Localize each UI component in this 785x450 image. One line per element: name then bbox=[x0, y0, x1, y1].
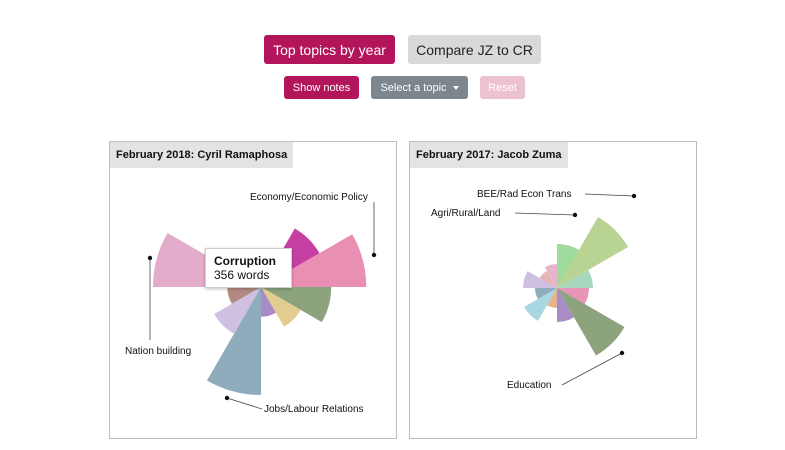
panel-title: February 2018: Cyril Ramaphosa bbox=[110, 142, 294, 168]
reset-button[interactable]: Reset bbox=[480, 76, 525, 99]
top-topics-by-year-button[interactable]: Top topics by year bbox=[264, 35, 395, 64]
topic-wedge[interactable] bbox=[524, 288, 557, 321]
chart-annotations: Economy/Economic Policy Nation building … bbox=[125, 192, 377, 415]
annotation-dot bbox=[371, 252, 377, 258]
annotation-dot bbox=[631, 193, 637, 199]
annotation-leader-line bbox=[584, 193, 635, 197]
chart-annotations: BEE/Rad Econ Trans Agri/Rural/Land Educa… bbox=[431, 189, 637, 391]
topic-wedge[interactable] bbox=[207, 287, 261, 395]
label-education: Education bbox=[507, 380, 551, 391]
compare-jz-to-cr-button[interactable]: Compare JZ to CR bbox=[408, 35, 541, 64]
tooltip-title: Corruption bbox=[214, 254, 276, 268]
select-topic-dropdown[interactable]: Select a topic bbox=[371, 76, 468, 99]
annotation-leader-line bbox=[226, 397, 263, 410]
annotation-leader-line bbox=[514, 212, 576, 216]
tooltip: Corruption 356 words bbox=[205, 248, 292, 288]
topic-wedge[interactable] bbox=[214, 287, 261, 334]
topic-wedge[interactable] bbox=[547, 288, 557, 308]
chart-panel-ramaphosa: February 2018: Cyril Ramaphosa Economy/E… bbox=[109, 141, 397, 439]
show-notes-button[interactable]: Show notes bbox=[284, 76, 359, 99]
label-jobs-labour: Jobs/Labour Relations bbox=[264, 404, 364, 415]
select-topic-label: Select a topic bbox=[380, 81, 447, 94]
chart-panel-zuma: February 2017: Jacob Zuma BEE/Rad Econ T… bbox=[409, 141, 697, 439]
topic-wedge[interactable] bbox=[227, 287, 261, 304]
annotation-dot bbox=[572, 212, 578, 218]
topic-wedge[interactable] bbox=[261, 287, 276, 317]
label-agri: Agri/Rural/Land bbox=[431, 208, 500, 219]
annotation-dot bbox=[619, 350, 625, 356]
topic-wedge[interactable] bbox=[557, 288, 625, 356]
topic-wedge[interactable] bbox=[557, 270, 593, 288]
topic-wedge[interactable] bbox=[557, 288, 574, 322]
topic-wedge[interactable] bbox=[534, 288, 557, 299]
polar-area-chart-zuma: BEE/Rad Econ Trans Agri/Rural/Land Educa… bbox=[431, 189, 637, 391]
topic-wedge[interactable] bbox=[557, 244, 579, 288]
topic-wedge[interactable] bbox=[557, 288, 589, 304]
topic-wedge[interactable] bbox=[557, 217, 628, 288]
panel-title: February 2017: Jacob Zuma bbox=[410, 142, 568, 168]
annotation-dot bbox=[224, 395, 230, 401]
label-bee: BEE/Rad Econ Trans bbox=[477, 189, 572, 200]
topic-wedge[interactable] bbox=[261, 287, 332, 323]
label-nation-building: Nation building bbox=[125, 346, 191, 357]
annotation-dot bbox=[147, 255, 153, 261]
topic-wedge[interactable] bbox=[523, 271, 557, 288]
tooltip-value: 356 words bbox=[214, 268, 270, 282]
label-economy: Economy/Economic Policy bbox=[250, 192, 368, 203]
topic-wedge[interactable] bbox=[545, 264, 557, 288]
topic-wedge[interactable] bbox=[261, 287, 301, 327]
caret-down-icon bbox=[452, 85, 459, 90]
topic-wedge[interactable] bbox=[539, 270, 557, 288]
polar-area-chart-ramaphosa: Economy/Economic Policy Nation building … bbox=[125, 192, 377, 415]
annotation-leader-line bbox=[561, 352, 623, 386]
